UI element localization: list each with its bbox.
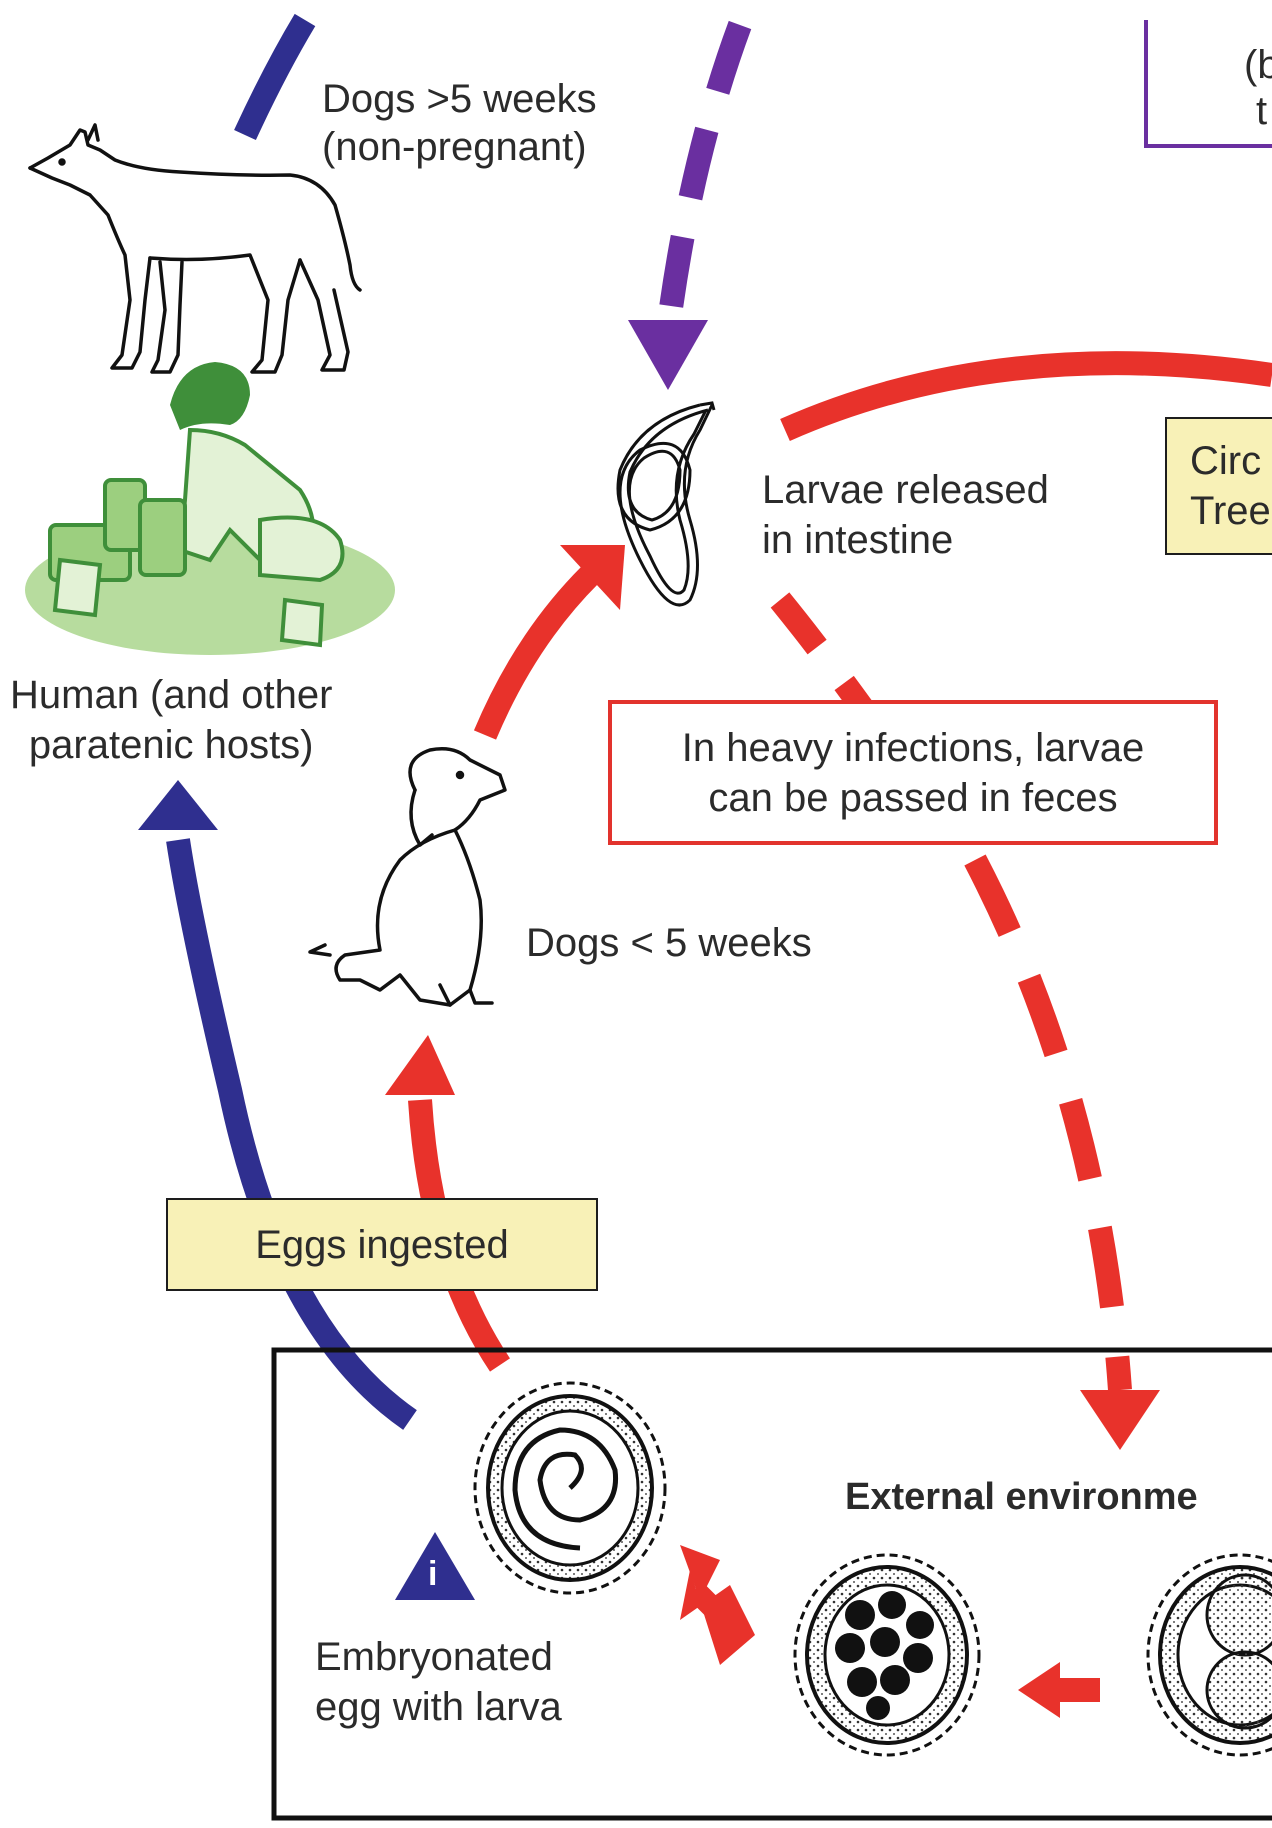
red-arrowhead-environment <box>1080 1390 1160 1450</box>
human-child-illustration <box>25 362 395 655</box>
label-external-environment: External environme <box>845 1476 1198 1518</box>
label-embryonated-egg-line1: Embryonated <box>315 1635 553 1679</box>
circ-box-bg <box>1165 417 1272 555</box>
adult-dog-illustration <box>28 123 362 374</box>
label-dogs-older: Dogs >5 weeks (non-pregnant) <box>322 75 597 171</box>
label-human-hosts-line2: paratenic hosts) <box>28 723 314 767</box>
cleaving-egg-illustration <box>793 1553 981 1757</box>
eggs-ingested-box: Eggs ingested <box>166 1198 598 1291</box>
info-marker-label: i <box>428 1555 438 1593</box>
purple-box-top-right <box>1144 20 1272 148</box>
label-dogs-young: Dogs < 5 weeks <box>526 921 812 965</box>
heavy-infections-box: In heavy infections, larvae can be passe… <box>608 700 1218 845</box>
label-dogs-older-line2: (non-pregnant) <box>322 125 587 169</box>
purple-arrowhead <box>628 320 708 390</box>
red-arrowhead-larvae <box>560 545 625 610</box>
label-human-hosts-line1: Human (and other <box>10 673 333 717</box>
larvae-worm-illustration <box>616 401 716 607</box>
red-arrowhead-egg2 <box>1018 1662 1060 1718</box>
red-arrowhead-egg1 <box>680 1545 720 1600</box>
label-embryonated-egg: Embryonated egg with larva <box>315 1632 562 1732</box>
red-arrow-puppy-to-larvae <box>473 566 599 740</box>
info-triangle-icon <box>395 1532 475 1600</box>
heavy-infections-line1: In heavy infections, larvae <box>681 725 1145 770</box>
red-arc-right <box>780 351 1272 441</box>
red-dashed-arrow-feces-lower <box>964 854 1132 1391</box>
circ-box-line1: Circ <box>1190 439 1262 483</box>
blue-arrowhead-human <box>138 780 218 830</box>
external-environment-box <box>271 1347 1272 1821</box>
circ-box-line2: Tree <box>1190 489 1271 533</box>
top-right-fragment-1: (b <box>1244 43 1272 87</box>
top-right-fragment-2: t <box>1256 89 1268 133</box>
blue-arrow-egg-to-human <box>166 838 417 1430</box>
label-human-hosts: Human (and other paratenic hosts) <box>10 670 332 770</box>
unembryonated-egg-illustration <box>1146 1553 1272 1757</box>
label-larvae-released-line1: Larvae released <box>762 468 1049 512</box>
red-arrow-egg2-to-egg1-stem <box>687 1582 753 1648</box>
puppy-illustration <box>308 747 507 1007</box>
red-dashed-arrow-feces <box>770 592 930 797</box>
blue-arc-top <box>234 13 316 141</box>
heavy-infections-line2: can be passed in feces <box>708 775 1118 820</box>
purple-dashed-arrow <box>656 20 752 332</box>
label-dogs-older-line1: Dogs >5 weeks <box>322 77 597 121</box>
red-arrowhead-puppy <box>385 1035 455 1095</box>
label-embryonated-egg-line2: egg with larva <box>315 1685 562 1729</box>
label-larvae-released: Larvae released in intestine <box>762 465 1049 565</box>
circ-box: Circ Tree <box>1166 418 1272 554</box>
label-larvae-released-line2: in intestine <box>762 518 954 562</box>
embryonated-egg-illustration <box>473 1381 667 1595</box>
